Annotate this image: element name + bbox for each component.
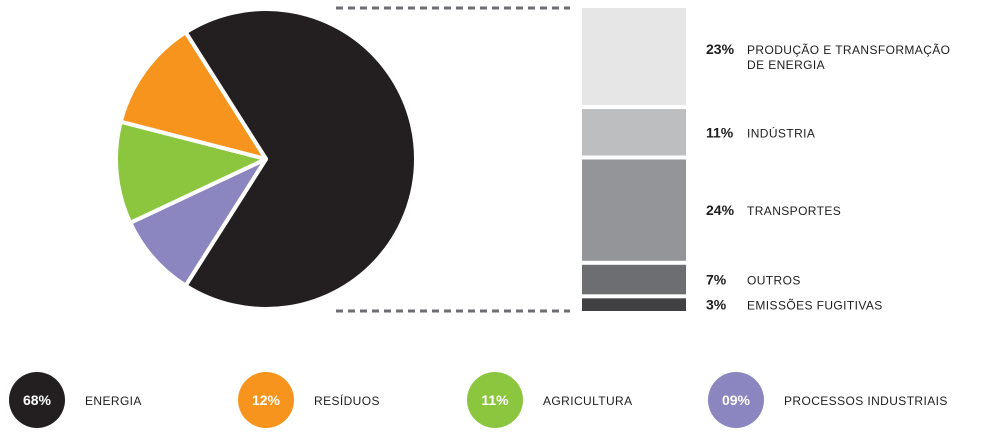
legend-label: ENERGIA xyxy=(85,394,142,408)
bar-segment-label: OUTROS xyxy=(747,274,801,288)
bar-segment-percent: 3% xyxy=(706,297,727,313)
bar-segment-percent: 23% xyxy=(706,41,735,57)
bar-segment-label: INDÚSTRIA xyxy=(747,125,815,140)
legend-item-residuos: 12% RESÍDUOS xyxy=(238,372,380,428)
pie-slice-agricultura xyxy=(114,119,268,225)
legend-badge xyxy=(708,372,764,428)
legend-item-energia: 68% ENERGIA xyxy=(9,372,142,428)
legend-label: PROCESSOS INDUSTRIAIS xyxy=(784,394,948,408)
bar-segment-outros xyxy=(582,264,686,295)
pie-chart xyxy=(114,7,418,311)
legend-label: AGRICULTURA xyxy=(543,394,633,408)
legend: 68% ENERGIA 12% RESÍDUOS 11% AGRICULTURA 09% PR… xyxy=(9,372,948,428)
connector-lines xyxy=(336,6,570,313)
legend-badge-percent: 12% xyxy=(252,392,281,408)
bar-segment-percent: 7% xyxy=(706,272,727,288)
bar-segment-percent: 24% xyxy=(706,202,735,218)
legend-badge-percent: 09% xyxy=(722,392,751,408)
bar-segment-emissoes-fugitivas xyxy=(582,298,686,311)
pie-slice-residuos xyxy=(118,30,268,161)
pie-slice-energia xyxy=(183,7,418,311)
legend-item-processos-industriais: 09% PROCESSOS INDUSTRIAIS xyxy=(708,372,948,428)
legend-item-agricultura: 11% AGRICULTURA xyxy=(467,372,633,428)
bar-segment-industria xyxy=(582,109,686,156)
legend-badge xyxy=(467,372,523,428)
legend-badge-percent: 68% xyxy=(23,392,52,408)
bar-segment-label: EMISSÕES FUGITIVAS xyxy=(747,298,883,313)
legend-badge xyxy=(238,372,294,428)
legend-badge xyxy=(9,372,65,428)
legend-badge-percent: 11% xyxy=(481,392,509,408)
bar-segment-label: TRANSPORTES xyxy=(747,204,841,218)
bar-segment-label: PRODUÇÃO E TRANSFORMAÇÃO xyxy=(747,43,950,57)
legend-label: RESÍDUOS xyxy=(314,393,380,408)
bar-segment-transportes xyxy=(582,159,686,261)
bar-segment-producao-e-transformacao xyxy=(582,8,686,106)
bar-segment-percent: 11% xyxy=(706,124,734,140)
bar-segment-label: DE ENERGIA xyxy=(747,58,825,72)
